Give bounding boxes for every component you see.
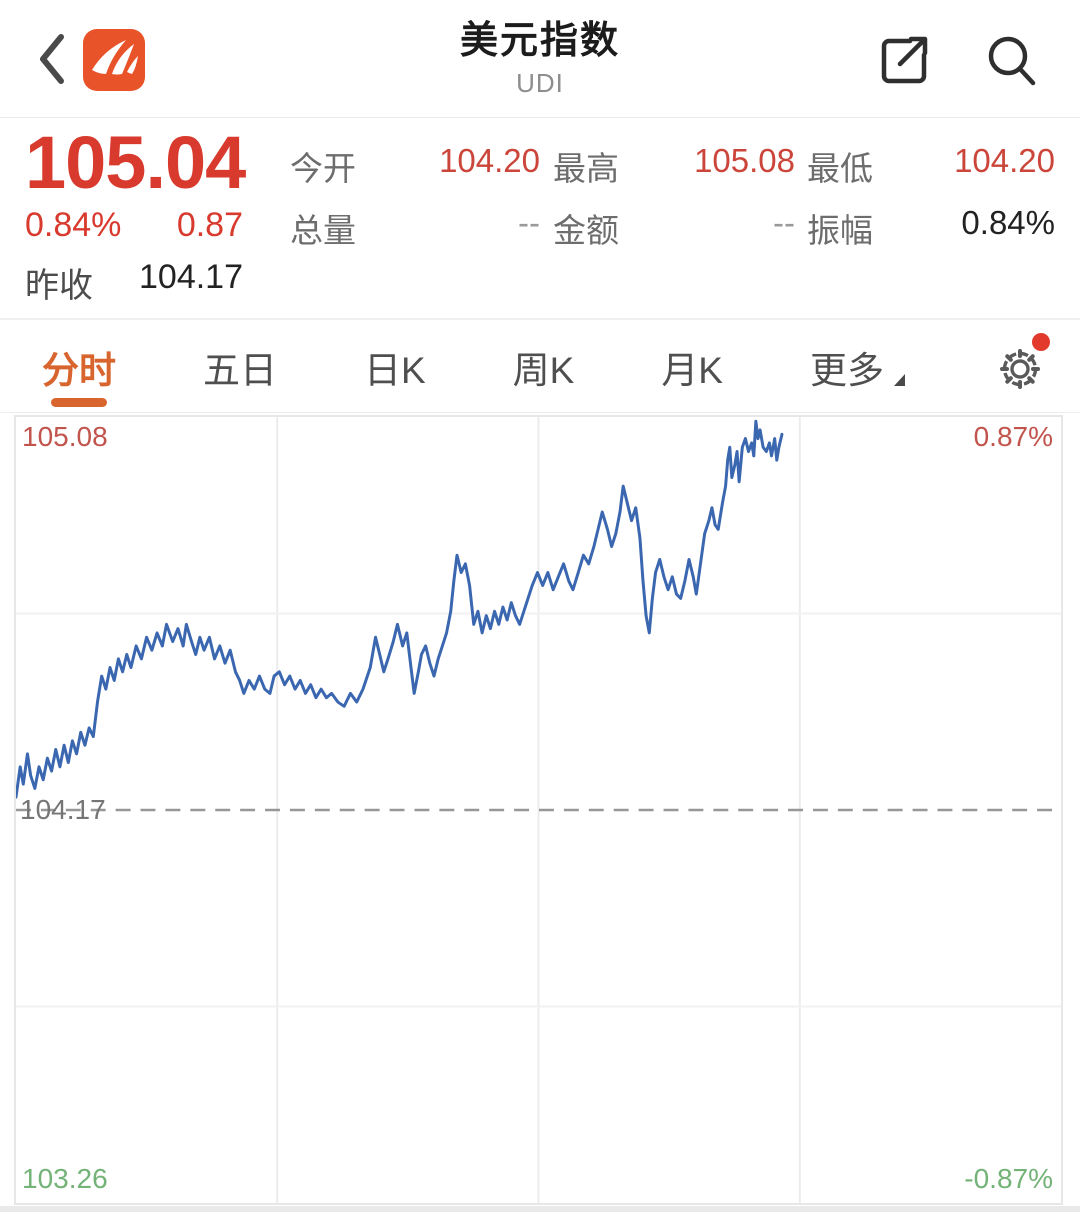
chart-canvas <box>16 417 1061 1203</box>
page-title: 美元指数 <box>459 19 620 62</box>
share-button[interactable] <box>872 28 938 94</box>
symbol-code: UDI <box>516 68 564 99</box>
prev-close-label: 昨收 <box>25 267 93 305</box>
tab-weekly-k[interactable]: 周K <box>512 350 575 391</box>
search-icon <box>988 36 1036 86</box>
price-line <box>16 419 784 799</box>
chart-prev-close-label: 104.17 <box>20 794 106 825</box>
tab-five-day[interactable]: 五日 <box>202 350 277 391</box>
tab-minute[interactable]: 分时 <box>42 322 116 413</box>
last-price: 105.04 <box>25 121 246 204</box>
chart-max-percent-label: 0.87% <box>973 421 1053 452</box>
stat-open: 今开 104.20 <box>290 142 540 187</box>
quote-panel: 105.04 0.84% 0.87 昨收 104.17 今开 104.20 最高… <box>0 118 1080 320</box>
change-percent: 0.84% <box>25 206 122 244</box>
chart-settings-button[interactable] <box>992 333 1050 395</box>
chart-min-percent-label: -0.87% <box>964 1163 1053 1194</box>
tab-daily-k[interactable]: 日K <box>363 350 426 391</box>
stat-high: 最高 105.08 <box>553 142 795 187</box>
stat-amplitude: 振幅 0.84% <box>807 204 1055 249</box>
stat-low: 最低 104.20 <box>807 142 1055 187</box>
change-absolute: 0.87 <box>176 206 243 244</box>
minute-chart[interactable]: 105.08 0.87% 104.17 103.26 -0.87% <box>14 415 1063 1205</box>
more-caret-icon <box>893 374 905 386</box>
header: 美元指数 UDI <box>0 0 1080 118</box>
share-icon <box>881 36 928 84</box>
tab-more[interactable]: 更多 <box>810 322 905 413</box>
gear-icon <box>999 349 1040 389</box>
settings-badge-dot <box>1031 333 1050 351</box>
active-tab-underline <box>51 397 107 407</box>
stat-volume: 总量 -- <box>290 204 540 249</box>
prev-close-value: 104.17 <box>139 258 243 296</box>
prev-close-row: 昨收 104.17 <box>25 258 243 307</box>
back-chevron-icon <box>40 34 64 84</box>
stat-amount: 金额 -- <box>553 204 795 249</box>
chart-max-label: 105.08 <box>22 421 108 452</box>
change-row: 0.84% 0.87 <box>25 206 243 245</box>
app-logo-icon[interactable] <box>82 28 146 92</box>
search-button[interactable] <box>978 28 1044 94</box>
tab-monthly-k[interactable]: 月K <box>661 350 723 391</box>
bottom-edge <box>0 1206 1080 1212</box>
chart-min-label: 103.26 <box>22 1163 108 1194</box>
chart-period-tabs: 分时 五日 日K 周K 月K 更多 <box>0 322 1080 413</box>
back-button[interactable] <box>30 28 74 90</box>
